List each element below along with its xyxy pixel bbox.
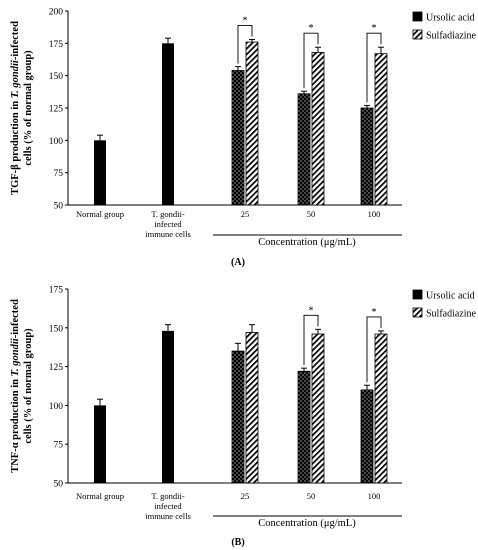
x-tick-label: immune cells — [145, 511, 191, 521]
y-axis-label-line-1: TGF-β production in T. gondii-infected — [10, 21, 21, 195]
x-tick-label: 25 — [241, 491, 250, 501]
y-axis-label-line-2: cells (% of normal group) — [23, 50, 34, 166]
bar-ursolic-acid — [360, 107, 374, 206]
y-axis-label-part: TNF-α production in — [10, 376, 21, 472]
x-tick-label: 100 — [368, 209, 381, 219]
bar-control — [94, 405, 106, 483]
y-tick-label: 125 — [49, 363, 64, 373]
x-axis-label: Concentration (μg/mL) — [258, 518, 356, 529]
x-tick-label: 25 — [241, 209, 250, 219]
bar-ursolic-acid — [297, 93, 311, 206]
x-tick-label: immune cells — [145, 229, 191, 239]
bar-ursolic-acid — [231, 350, 245, 484]
y-axis-label-line-2: cells (% of normal group) — [23, 328, 34, 444]
panel-label: (A) — [231, 257, 245, 268]
bar-control — [162, 43, 174, 206]
bar-sulfadiazine — [311, 51, 325, 206]
x-tick-label: Normal group — [76, 491, 124, 501]
y-axis-label-part: -infected — [10, 21, 21, 60]
legend-entry: Sulfadiazine — [426, 31, 477, 42]
y-axis-label-italic: T. gondii — [10, 60, 21, 98]
significance-bracket — [303, 314, 319, 366]
chart-panel-a: 50 75 100 125 150 175 200 TGF-β production in T… — [10, 8, 477, 269]
legend-entry: Sulfadiazine — [426, 309, 477, 320]
significance-bracket — [366, 316, 382, 383]
y-tick-label: 75 — [54, 169, 64, 179]
bar-ursolic-acid — [297, 370, 311, 484]
legend-swatch — [412, 289, 423, 300]
significance-star: * — [372, 307, 377, 318]
y-tick-label: 75 — [54, 441, 64, 451]
y-axis-label: TNF-α production in T. gondii-infectedce… — [10, 299, 34, 473]
significance-star: * — [309, 305, 314, 316]
y-tick-label: 100 — [49, 402, 64, 412]
chart-panel-b: 50 75 100 125 150 175 TNF-α production in T. g… — [10, 286, 477, 549]
y-tick-label: 125 — [49, 105, 64, 115]
y-axis-label-part: TGF-β production in — [10, 98, 21, 195]
y-tick-label: 175 — [49, 286, 64, 296]
y-tick-label: 50 — [54, 480, 64, 490]
bar-control — [94, 140, 106, 205]
bar-sulfadiazine — [245, 41, 259, 206]
x-tick-label: infected — [154, 219, 182, 229]
y-tick-label: 200 — [49, 8, 64, 18]
legend-entry: Ursolic acid — [426, 13, 475, 24]
significance-star: * — [372, 23, 377, 34]
y-tick-label: 100 — [49, 137, 64, 147]
legend-entry: Ursolic acid — [426, 291, 475, 302]
y-axis-label-part: -infected — [10, 299, 21, 338]
legend-swatch — [412, 307, 423, 318]
x-axis-label: Concentration (μg/mL) — [258, 237, 356, 248]
y-axis-label-line-1: TNF-α production in T. gondii-infected — [10, 299, 21, 473]
y-tick-label: 150 — [49, 72, 64, 82]
bar-ursolic-acid — [231, 70, 245, 206]
y-tick-label: 50 — [54, 202, 64, 212]
y-axis-label: TGF-β production in T. gondii-infectedce… — [10, 21, 34, 195]
x-tick-label: infected — [154, 501, 182, 511]
y-tick-label: 175 — [49, 40, 64, 50]
bar-sulfadiazine — [311, 333, 325, 484]
significance-bracket — [303, 32, 319, 89]
x-tick-label: T. gondii- — [151, 209, 185, 219]
legend-swatch — [412, 29, 423, 40]
x-tick-label: 50 — [307, 491, 316, 501]
x-tick-label: 100 — [368, 491, 381, 501]
panel-label: (B) — [231, 537, 244, 548]
bar-ursolic-acid — [360, 389, 374, 484]
y-tick-label: 150 — [49, 324, 64, 334]
y-axis-label-italic: T. gondii — [10, 338, 21, 376]
bar-sulfadiazine — [374, 53, 388, 206]
x-tick-label: Normal group — [76, 209, 124, 219]
x-tick-label: 50 — [307, 209, 316, 219]
significance-star: * — [309, 23, 314, 34]
bar-control — [162, 330, 174, 483]
significance-bracket — [366, 32, 382, 103]
bar-sulfadiazine — [245, 332, 259, 484]
legend-swatch — [412, 11, 423, 22]
significance-star: * — [243, 15, 248, 26]
bar-sulfadiazine — [374, 333, 388, 484]
x-tick-label: T. gondii- — [151, 491, 185, 501]
significance-bracket — [237, 25, 253, 64]
